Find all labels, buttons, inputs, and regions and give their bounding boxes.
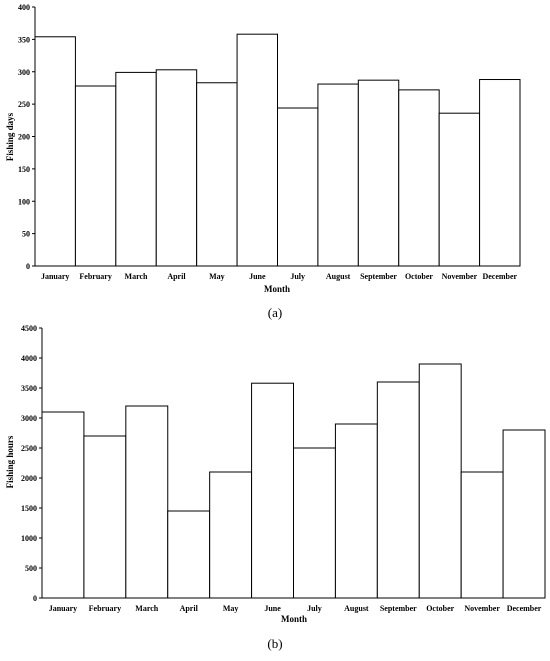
- x-tick-label-b: February: [89, 604, 121, 613]
- chart-panel-a: Fishing days Month (a) 0 50 100 150 200 250 30…: [5, 3, 521, 320]
- x-tick-label-a: September: [360, 272, 397, 281]
- x-tick-label-a: March: [125, 272, 149, 281]
- x-axis-title-b: Month: [281, 614, 307, 624]
- caption-a: (a): [268, 305, 282, 320]
- y-tick-label-a: 0: [26, 262, 30, 271]
- x-tick-label-b: December: [507, 604, 542, 613]
- x-axis-title-a: Month: [264, 284, 290, 294]
- bar-b-august: [334, 423, 378, 599]
- y-axis-title-a: Fishing days: [5, 112, 15, 161]
- bar-a-march: [115, 71, 157, 267]
- y-tick-label-b: 0: [33, 594, 37, 603]
- y-axis-title-b: Fishing hours: [5, 435, 15, 488]
- y-tick-label-a: 200: [18, 133, 30, 142]
- y-tick-label-a: 150: [18, 165, 30, 174]
- bar-b-september: [376, 381, 420, 599]
- bar-b-june: [251, 382, 294, 599]
- bar-a-december: [479, 79, 521, 267]
- bar-a-august: [317, 83, 359, 267]
- y-tick-label-b: 3500: [21, 384, 37, 393]
- bar-a-october: [398, 89, 440, 267]
- y-tick-label-b: 2000: [21, 474, 37, 483]
- bar-b-july: [293, 447, 336, 599]
- bar-b-january: [41, 411, 85, 599]
- bar-a-january: [34, 36, 76, 267]
- bar-b-november: [460, 471, 504, 599]
- y-tick-label-b: 1500: [21, 504, 37, 513]
- x-tick-label-b: October: [426, 604, 454, 613]
- caption-b: (b): [267, 636, 282, 651]
- bar-b-may: [209, 471, 253, 599]
- x-tick-label-b: August: [344, 604, 369, 613]
- bar-b-april: [167, 510, 211, 599]
- bar-a-february: [74, 85, 117, 267]
- bar-a-november: [438, 112, 481, 267]
- y-tick-label-a: 400: [18, 3, 30, 12]
- y-tick-label-b: 500: [25, 564, 37, 573]
- y-tick-label-a: 350: [18, 35, 30, 44]
- bar-b-february: [83, 435, 127, 599]
- bar-a-may: [196, 82, 238, 267]
- y-tick-label-b: 2500: [21, 444, 37, 453]
- x-tick-label-b: April: [180, 604, 199, 613]
- x-tick-label-a: June: [249, 272, 266, 281]
- y-tick-label-a: 100: [18, 197, 30, 206]
- y-tick-label-a: 300: [18, 68, 30, 77]
- x-tick-label-b: July: [307, 604, 322, 613]
- x-tick-label-b: November: [464, 604, 500, 613]
- bar-b-october: [418, 363, 462, 599]
- x-tick-label-b: May: [223, 604, 239, 613]
- bar-a-september: [357, 79, 400, 267]
- y-tick-label-b: 4000: [21, 354, 37, 363]
- x-tick-label-a: October: [405, 272, 433, 281]
- x-tick-label-a: August: [326, 272, 351, 281]
- x-tick-label-b: September: [380, 604, 417, 613]
- x-tick-label-a: May: [209, 272, 225, 281]
- x-tick-label-b: January: [49, 604, 77, 613]
- x-tick-label-b: March: [135, 604, 159, 613]
- y-tick-label-a: 50: [22, 230, 30, 239]
- bar-a-june: [236, 33, 278, 267]
- x-tick-label-a: February: [79, 272, 111, 281]
- x-tick-label-a: January: [41, 272, 69, 281]
- bar-a-july: [277, 107, 319, 267]
- y-tick-label-b: 1000: [21, 534, 37, 543]
- y-tick-label-b: 4500: [21, 324, 37, 333]
- bar-a-april: [155, 69, 198, 267]
- y-tick-label-a: 250: [18, 100, 30, 109]
- x-tick-label-a: November: [442, 272, 478, 281]
- chart-panel-b: Fishing hours Month (b) 0 500 1000 1500 2000…: [5, 324, 546, 651]
- bar-b-march: [125, 405, 169, 599]
- x-tick-label-a: July: [290, 272, 305, 281]
- y-tick-label-b: 3000: [21, 414, 37, 423]
- x-tick-label-b: June: [264, 604, 281, 613]
- bar-b-december: [502, 429, 546, 599]
- x-tick-label-a: December: [482, 272, 517, 281]
- x-tick-label-a: April: [167, 272, 186, 281]
